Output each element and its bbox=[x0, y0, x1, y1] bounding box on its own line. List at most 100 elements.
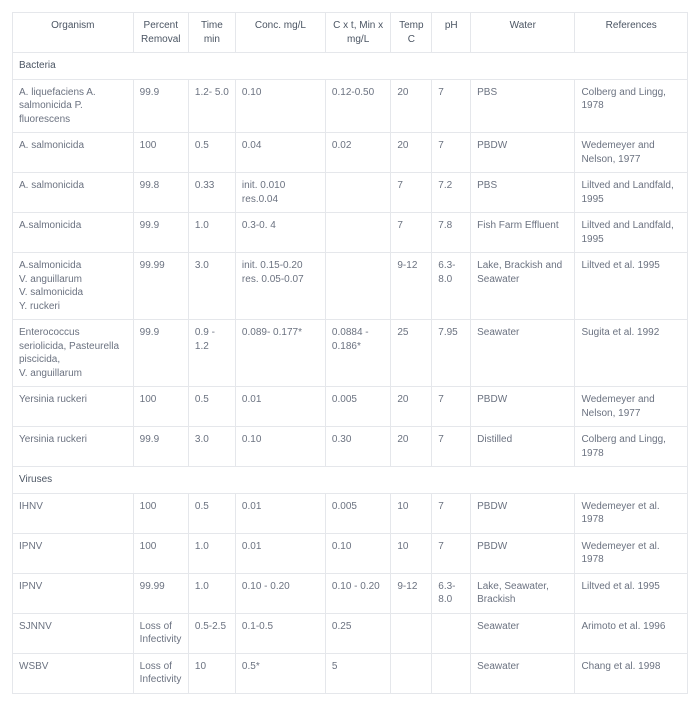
cell-temp bbox=[391, 613, 432, 653]
col-header-temp: Temp C bbox=[391, 13, 432, 53]
cell-ph: 7.8 bbox=[432, 213, 471, 253]
table-row: IPNV1001.00.010.10107PBDWWedemeyer et al… bbox=[13, 533, 688, 573]
cell-percent: 100 bbox=[133, 133, 188, 173]
cell-temp: 9-12 bbox=[391, 253, 432, 320]
cell-ph bbox=[432, 653, 471, 693]
cell-water: Seawater bbox=[471, 653, 575, 693]
cell-percent: Loss of Infectivity bbox=[133, 613, 188, 653]
cell-organism: WSBV bbox=[13, 653, 134, 693]
cell-time: 3.0 bbox=[188, 427, 235, 467]
cell-time: 1.0 bbox=[188, 213, 235, 253]
cell-cxt bbox=[325, 253, 390, 320]
cell-cxt bbox=[325, 173, 390, 213]
cell-cxt: 0.10 bbox=[325, 533, 390, 573]
cell-temp: 20 bbox=[391, 79, 432, 133]
table-row: SJNNVLoss of Infectivity0.5-2.50.1-0.50.… bbox=[13, 613, 688, 653]
cell-cxt: 5 bbox=[325, 653, 390, 693]
cell-water: PBDW bbox=[471, 387, 575, 427]
cell-conc: 0.5* bbox=[235, 653, 325, 693]
col-header-percent: Percent Removal bbox=[133, 13, 188, 53]
cell-ph: 7.95 bbox=[432, 320, 471, 387]
col-header-cxt: C x t, Min x mg/L bbox=[325, 13, 390, 53]
cell-time: 0.5 bbox=[188, 133, 235, 173]
cell-water: PBS bbox=[471, 173, 575, 213]
table-row: WSBVLoss of Infectivity100.5*5SeawaterCh… bbox=[13, 653, 688, 693]
cell-cxt bbox=[325, 213, 390, 253]
cell-time: 0.9 - 1.2 bbox=[188, 320, 235, 387]
cell-temp: 10 bbox=[391, 493, 432, 533]
cell-temp: 10 bbox=[391, 533, 432, 573]
cell-organism: IHNV bbox=[13, 493, 134, 533]
col-header-ph: pH bbox=[432, 13, 471, 53]
cell-conc: 0.01 bbox=[235, 387, 325, 427]
cell-organism: A. liquefaciens A. salmonicida P. fluore… bbox=[13, 79, 134, 133]
cell-conc: init. 0.010 res.0.04 bbox=[235, 173, 325, 213]
col-header-organism: Organism bbox=[13, 13, 134, 53]
cell-ref: Arimoto et al. 1996 bbox=[575, 613, 688, 653]
cell-conc: 0.10 - 0.20 bbox=[235, 573, 325, 613]
cell-water: Lake, Seawater, Brackish bbox=[471, 573, 575, 613]
cell-cxt: 0.02 bbox=[325, 133, 390, 173]
cell-ref: Colberg and Lingg, 1978 bbox=[575, 427, 688, 467]
cell-cxt: 0.10 - 0.20 bbox=[325, 573, 390, 613]
cell-ref: Wedemeyer et al. 1978 bbox=[575, 533, 688, 573]
cell-water: Seawater bbox=[471, 613, 575, 653]
table-row: Yersinia ruckeri1000.50.010.005207PBDWWe… bbox=[13, 387, 688, 427]
cell-ref: Colberg and Lingg, 1978 bbox=[575, 79, 688, 133]
cell-water: Fish Farm Effluent bbox=[471, 213, 575, 253]
cell-conc: 0.04 bbox=[235, 133, 325, 173]
cell-ref: Liltved and Landfald, 1995 bbox=[575, 213, 688, 253]
table-row: Yersinia ruckeri99.93.00.100.30207Distil… bbox=[13, 427, 688, 467]
cell-temp bbox=[391, 653, 432, 693]
cell-ph: 7 bbox=[432, 387, 471, 427]
cell-ref: Chang et al. 1998 bbox=[575, 653, 688, 693]
section-title: Bacteria bbox=[13, 53, 688, 80]
table-header-row: Organism Percent Removal Time min Conc. … bbox=[13, 13, 688, 53]
cell-water: Lake, Brackish and Seawater bbox=[471, 253, 575, 320]
table-row: A. salmonicida99.80.33init. 0.010 res.0.… bbox=[13, 173, 688, 213]
cell-percent: 99.99 bbox=[133, 253, 188, 320]
cell-cxt: 0.005 bbox=[325, 387, 390, 427]
col-header-ref: References bbox=[575, 13, 688, 53]
cell-organism: A. salmonicida bbox=[13, 133, 134, 173]
disinfection-table: Organism Percent Removal Time min Conc. … bbox=[12, 12, 688, 694]
cell-temp: 20 bbox=[391, 427, 432, 467]
cell-temp: 9-12 bbox=[391, 573, 432, 613]
cell-time: 0.5 bbox=[188, 493, 235, 533]
cell-ph: 7 bbox=[432, 133, 471, 173]
cell-ph: 7 bbox=[432, 533, 471, 573]
cell-time: 0.33 bbox=[188, 173, 235, 213]
cell-organism: A. salmonicida bbox=[13, 173, 134, 213]
cell-water: Distilled bbox=[471, 427, 575, 467]
cell-cxt: 0.12-0.50 bbox=[325, 79, 390, 133]
cell-cxt: 0.30 bbox=[325, 427, 390, 467]
table-row: A. salmonicida1000.50.040.02207PBDWWedem… bbox=[13, 133, 688, 173]
cell-water: Seawater bbox=[471, 320, 575, 387]
cell-organism: IPNV bbox=[13, 573, 134, 613]
cell-temp: 20 bbox=[391, 387, 432, 427]
cell-ph: 6.3-8.0 bbox=[432, 573, 471, 613]
cell-percent: 100 bbox=[133, 533, 188, 573]
cell-percent: 99.9 bbox=[133, 320, 188, 387]
cell-conc: 0.10 bbox=[235, 79, 325, 133]
section-row: Bacteria bbox=[13, 53, 688, 80]
cell-temp: 7 bbox=[391, 213, 432, 253]
cell-ref: Wedemeyer et al. 1978 bbox=[575, 493, 688, 533]
cell-water: PBDW bbox=[471, 533, 575, 573]
cell-percent: 100 bbox=[133, 387, 188, 427]
cell-cxt: 0.0884 - 0.186* bbox=[325, 320, 390, 387]
table-row: IHNV1000.50.010.005107PBDWWedemeyer et a… bbox=[13, 493, 688, 533]
cell-percent: 99.8 bbox=[133, 173, 188, 213]
cell-time: 1.0 bbox=[188, 573, 235, 613]
cell-conc: init. 0.15-0.20 res. 0.05-0.07 bbox=[235, 253, 325, 320]
cell-percent: 99.9 bbox=[133, 213, 188, 253]
cell-time: 0.5 bbox=[188, 387, 235, 427]
cell-percent: 99.9 bbox=[133, 79, 188, 133]
cell-conc: 0.089- 0.177* bbox=[235, 320, 325, 387]
cell-time: 10 bbox=[188, 653, 235, 693]
table-row: A. liquefaciens A. salmonicida P. fluore… bbox=[13, 79, 688, 133]
section-title: Viruses bbox=[13, 467, 688, 494]
cell-cxt: 0.25 bbox=[325, 613, 390, 653]
cell-ref: Liltved et al. 1995 bbox=[575, 253, 688, 320]
cell-ph bbox=[432, 613, 471, 653]
